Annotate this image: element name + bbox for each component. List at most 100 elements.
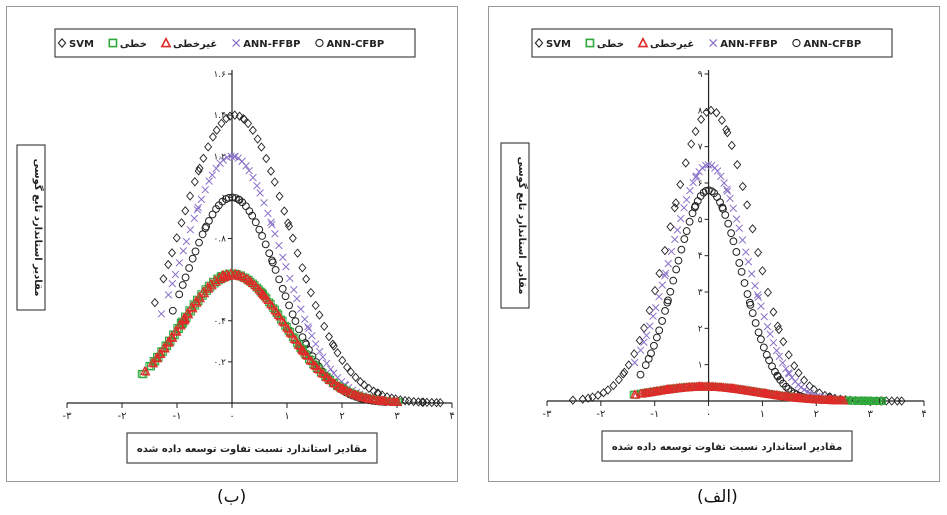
legend-label: ANN-CFBP	[326, 39, 384, 50]
chart-a-svg: SVM خطی غیرخطی ANN-FFBP ANN-CFBP -۳ -۲ -۱ ۰ ۱ ۲ ۳ ۴ ۱…	[500, 28, 927, 462]
data-point	[199, 286, 208, 296]
data-point	[267, 218, 275, 227]
data-point	[658, 317, 667, 325]
legend-item: ANN-FFBP	[709, 38, 777, 50]
data-point	[743, 200, 752, 210]
data-point	[689, 178, 697, 187]
data-point	[680, 204, 688, 212]
legend: SVM خطی غیرخطی ANN-FFBP ANN-CFBP	[531, 28, 893, 58]
data-point	[723, 187, 732, 195]
data-point	[664, 384, 673, 394]
data-point	[271, 229, 279, 238]
legend-marker	[57, 37, 67, 49]
data-point	[212, 205, 220, 213]
legend-item: SVM	[57, 37, 94, 50]
data-point	[343, 362, 352, 372]
data-point	[279, 317, 289, 327]
data-point	[568, 395, 577, 405]
series-ANN-FFBP	[630, 161, 836, 404]
legend-label: SVM	[69, 39, 94, 50]
data-point	[309, 360, 319, 370]
data-point	[281, 292, 290, 301]
data-point	[701, 161, 710, 170]
legend-marker	[534, 37, 544, 49]
data-point	[323, 372, 332, 382]
data-point	[735, 224, 743, 232]
data-point	[191, 295, 201, 306]
data-point	[246, 275, 255, 286]
data-point	[200, 288, 210, 298]
data-point	[759, 343, 768, 352]
data-point	[315, 310, 324, 320]
legend-label: خطی	[120, 39, 147, 50]
data-point	[220, 271, 230, 282]
legend-label: ANN-CFBP	[803, 39, 861, 50]
data-point	[378, 395, 388, 405]
data-point	[320, 321, 329, 332]
data-point	[194, 203, 202, 212]
chart-panel-b: SVM خطی غیرخطی ANN-FFBP ANN-CFBP -۳ -۲ -۱ ۰ ۱ ۲ ۳ ۴ ۰…	[6, 6, 458, 482]
data-point	[322, 359, 331, 368]
data-point	[245, 207, 254, 216]
data-point	[260, 199, 268, 207]
data-point	[177, 320, 186, 330]
data-point	[152, 352, 161, 362]
chart-b-svg: SVM خطی غیرخطی ANN-FFBP ANN-CFBP -۳ -۲ -۱ ۰ ۱ ۲ ۳ ۴ ۰…	[16, 28, 455, 464]
x-tick-label: -۱	[650, 409, 659, 420]
data-point	[163, 336, 173, 346]
data-point	[775, 352, 784, 361]
data-point	[779, 336, 788, 347]
data-point	[212, 125, 221, 135]
data-point	[649, 312, 657, 320]
data-point	[732, 215, 741, 223]
data-point	[181, 273, 190, 282]
y-tick-label: ۳	[698, 288, 703, 298]
data-point	[286, 274, 294, 283]
data-point	[772, 346, 781, 355]
data-point	[256, 189, 264, 197]
y-label-box	[16, 144, 46, 311]
data-point	[748, 224, 757, 234]
data-point	[285, 221, 294, 231]
data-point	[182, 237, 191, 246]
data-point	[630, 358, 639, 367]
x-label-box	[601, 430, 853, 462]
y-tick-label: ۱	[698, 361, 703, 371]
data-point	[284, 218, 293, 228]
y-tick-label: ۴	[698, 252, 703, 262]
data-point	[800, 375, 809, 385]
data-point	[164, 291, 173, 299]
data-point	[432, 397, 441, 408]
series-SVM	[150, 110, 445, 408]
x-tick-label: ۳	[394, 411, 400, 422]
chart-panel-a: SVM خطی غیرخطی ANN-FFBP ANN-CFBP -۳ -۲ -۱ ۰ ۱ ۲ ۳ ۴ ۱…	[488, 6, 940, 482]
data-point	[261, 240, 270, 249]
data-point	[757, 335, 765, 344]
data-point	[245, 166, 253, 175]
data-point	[794, 392, 804, 402]
data-point	[244, 275, 253, 285]
data-point	[311, 340, 320, 348]
data-point	[305, 355, 315, 365]
data-point	[253, 181, 261, 190]
data-point	[242, 273, 252, 283]
data-point	[677, 245, 686, 254]
data-point	[282, 262, 290, 271]
data-point	[636, 346, 645, 354]
data-point	[784, 350, 793, 360]
data-point	[201, 186, 210, 194]
data-point	[706, 381, 716, 391]
data-point	[655, 292, 663, 301]
data-point	[670, 203, 679, 213]
data-point	[800, 386, 809, 394]
data-point	[295, 325, 303, 334]
data-point	[288, 310, 297, 319]
data-point	[325, 331, 333, 342]
data-point	[676, 179, 685, 190]
x-tick-label: ۴	[449, 411, 454, 422]
data-point	[161, 343, 170, 353]
data-point	[726, 194, 734, 203]
data-point	[319, 353, 327, 361]
data-point	[232, 270, 242, 280]
data-point	[651, 386, 660, 396]
